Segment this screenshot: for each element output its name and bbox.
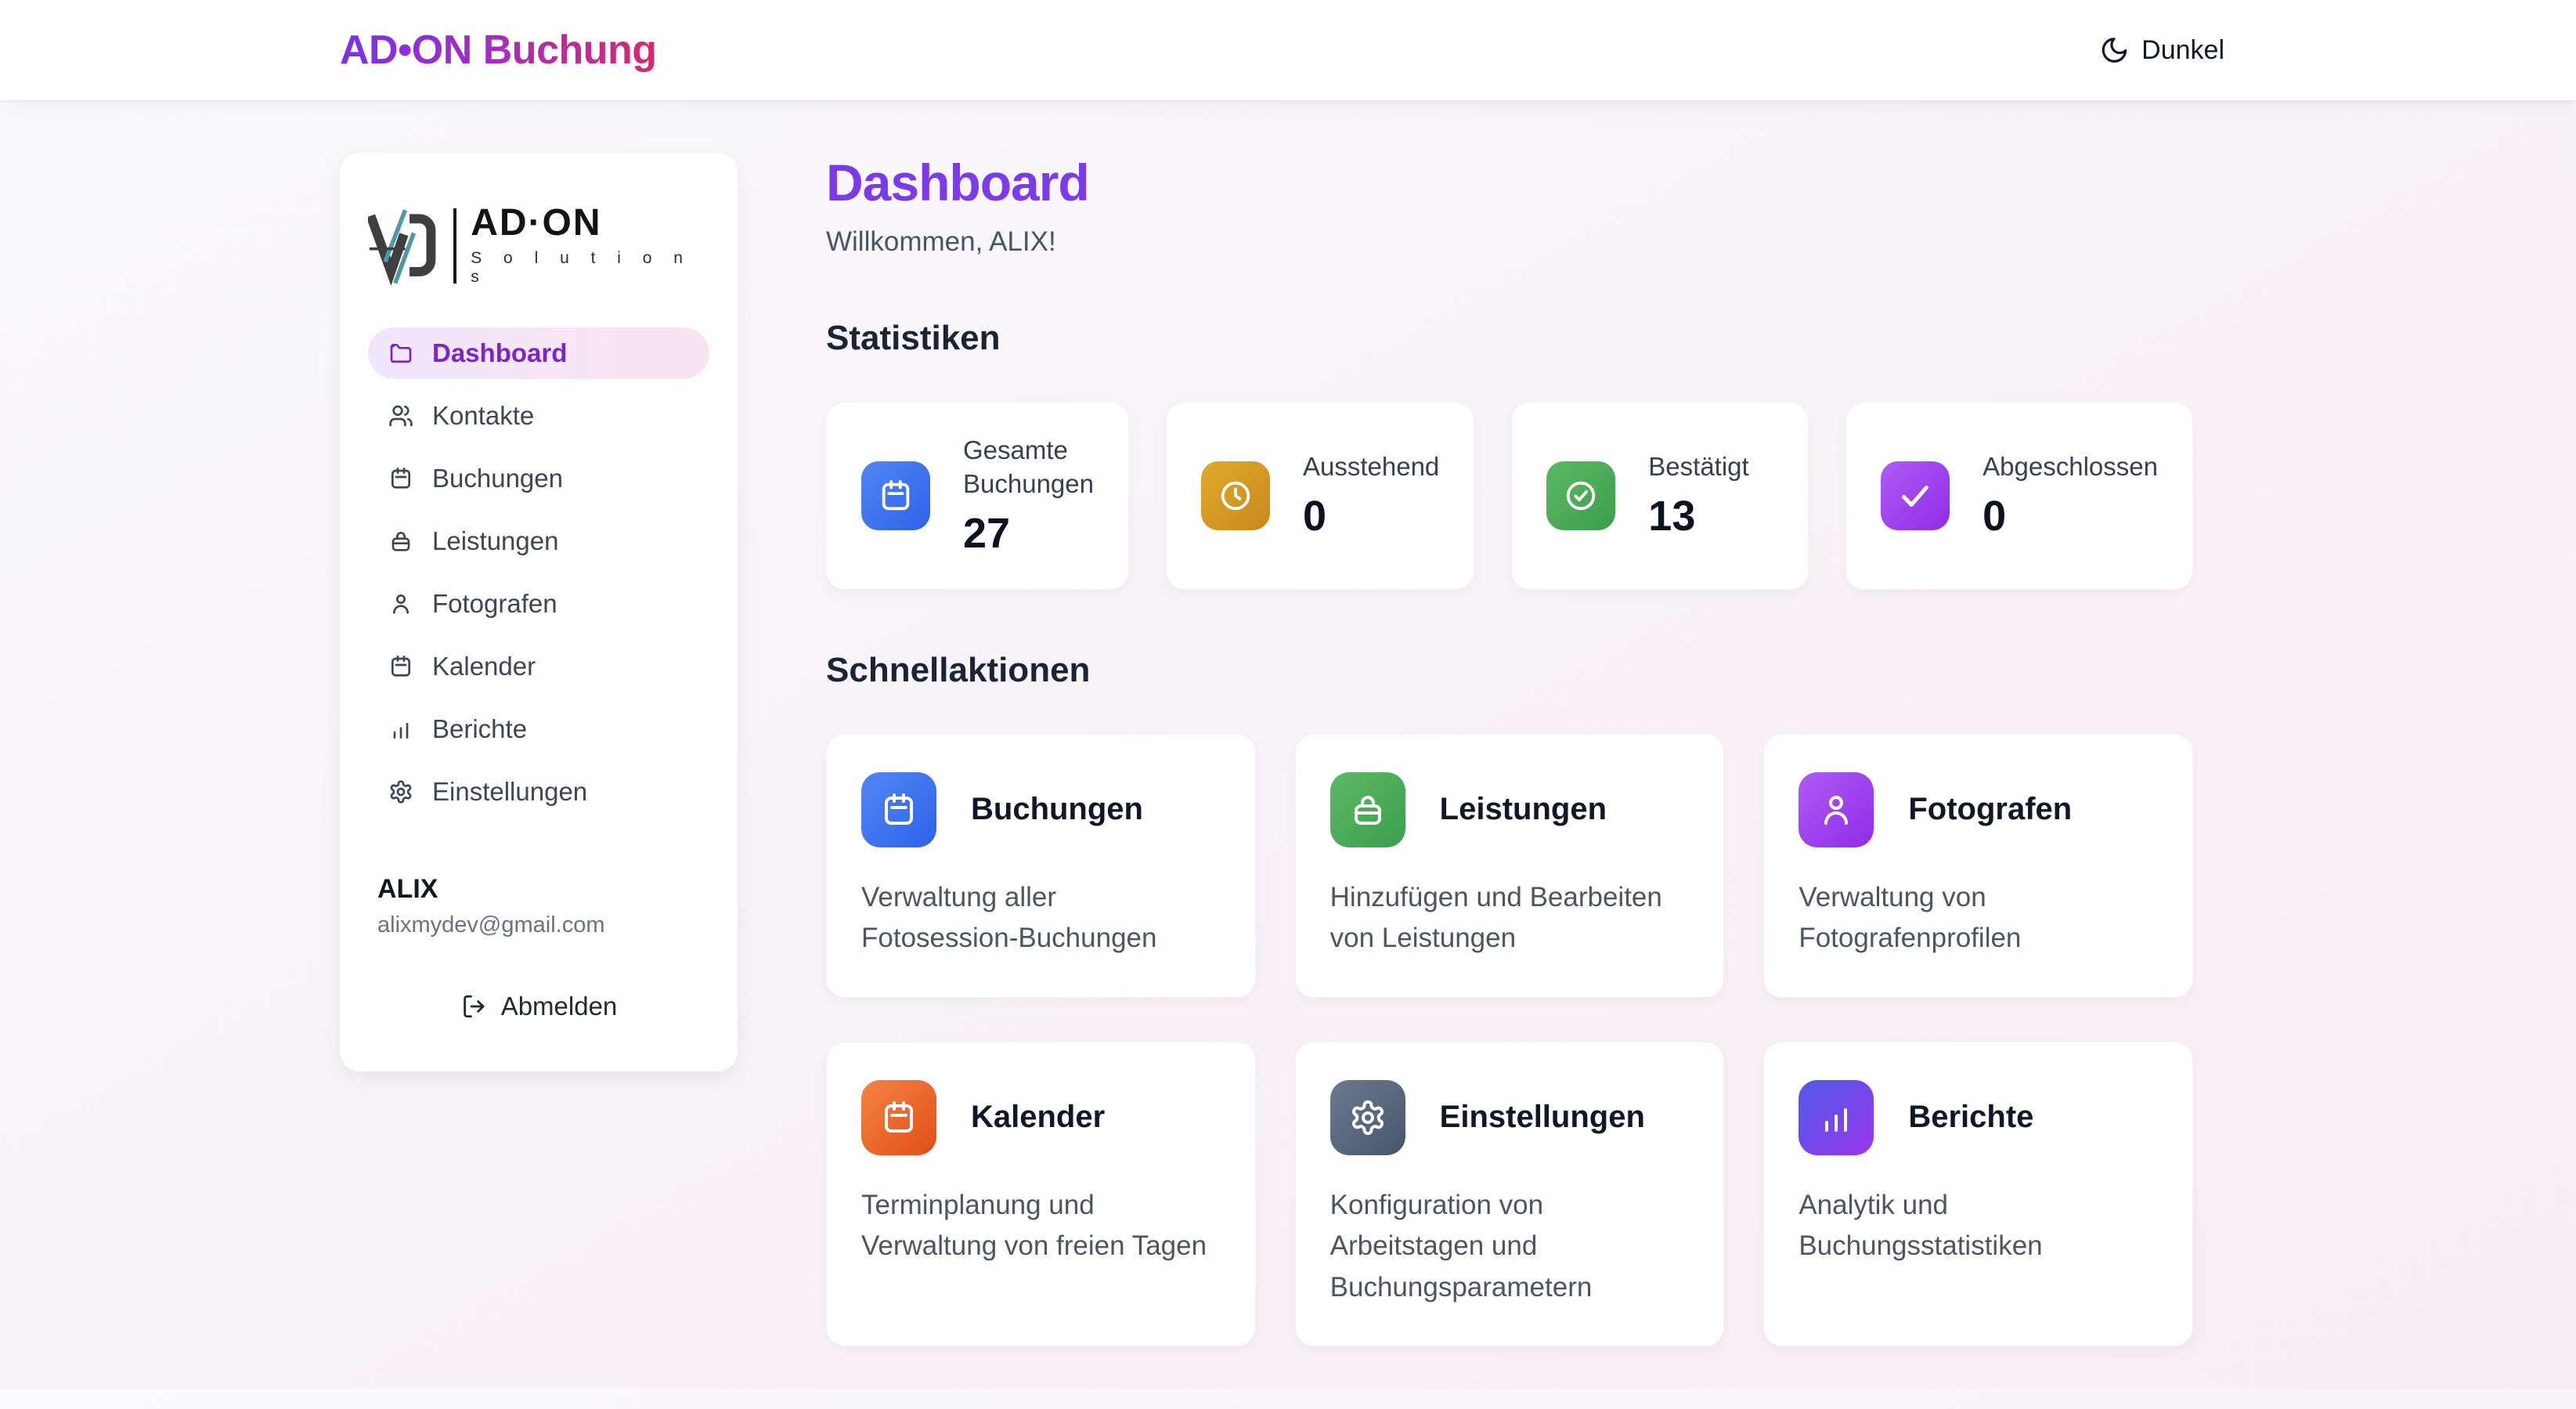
action-card-buchungen[interactable]: Buchungen Verwaltung aller Fotosession-B… [826,733,1256,998]
vd-monogram-icon [368,208,436,286]
stats-heading: Statistiken [826,319,1001,357]
sidebar-item-label: Buchungen [432,464,563,493]
user-icon [388,591,413,616]
stat-value: 0 [1302,493,1327,540]
logout-button[interactable]: Abmelden [460,992,618,1021]
user-info: ALIX alixmydev@gmail.com [368,874,709,938]
sidebar-item-fotografen[interactable]: Fotografen [368,578,709,630]
bar-chart-icon [1799,1079,1874,1155]
main-content: Dashboard Willkommen, ALIX! Statistiken … [826,153,2193,1409]
calendar-icon [388,466,413,491]
action-title: Leistungen [1439,792,1607,827]
calendar-icon [861,461,930,530]
briefcase-icon [1329,771,1405,847]
stat-label: Abgeschlossen [1983,452,2158,482]
stat-value: 0 [1983,493,2007,540]
sidebar-item-kalender[interactable]: Kalender [368,641,709,692]
stat-value: 13 [1648,493,1696,540]
action-title: Einstellungen [1439,1100,1645,1135]
check-icon [1881,461,1950,530]
action-description: Verwaltung aller Fotosession-Buchungen [861,881,1157,954]
actions-heading: Schnellaktionen [826,650,1091,689]
user-name: ALIX [377,874,438,904]
gear-icon [1329,1079,1405,1155]
action-title: Buchungen [971,792,1143,827]
sidebar-item-label: Berichte [432,714,528,743]
sidebar-item-label: Einstellungen [432,777,588,806]
bar-chart-icon [388,717,413,742]
calendar-icon [861,771,936,847]
action-card-leistungen[interactable]: Leistungen Hinzufügen und Bearbeiten von… [1294,733,1725,998]
action-card-einstellungen[interactable]: Einstellungen Konfiguration von Arbeitst… [1294,1041,1725,1347]
user-email: alixmydev@gmail.com [377,912,605,938]
actions-grid: Buchungen Verwaltung aller Fotosession-B… [826,733,2193,1347]
stat-label: Bestätigt [1648,452,1749,482]
calendar-icon [388,654,413,679]
app-brand[interactable]: AD•ON Buchung [340,27,657,73]
sidebar-item-einstellungen[interactable]: Einstellungen [368,766,709,818]
calendar-icon [861,1079,936,1155]
action-title: Kalender [971,1100,1106,1135]
sidebar-item-kontakte[interactable]: Kontakte [368,390,709,442]
moon-icon [2099,35,2129,65]
stat-value: 27 [963,509,1011,557]
theme-toggle-label: Dunkel [2141,34,2224,65]
sidebar-item-buchungen[interactable]: Buchungen [368,453,709,504]
sidebar-item-label: Dashboard [432,338,568,367]
user-icon [1799,771,1874,847]
page-layout: AD·ON S o l u t i o n s Dashboard Kontak… [0,100,2576,1409]
briefcase-icon [388,529,413,554]
sidebar-nav: Dashboard Kontakte Buchungen Leistungen … [368,327,709,818]
check-circle-icon [1546,461,1616,530]
action-description: Konfiguration von Arbeitstagen und Buchu… [1329,1189,1593,1302]
logo-subtitle: S o l u t i o n s [471,249,691,286]
stat-card-ausstehend: Ausstehend 0 [1165,402,1475,590]
logo-name: AD·ON [471,202,602,244]
action-card-kalender[interactable]: Kalender Terminplanung und Verwaltung vo… [826,1041,1256,1347]
stat-card-gesamte-buchungen: Gesamte Buchungen 27 [826,402,1129,590]
action-description: Analytik und Buchungsstatistiken [1799,1189,2043,1262]
clock-icon [1200,461,1270,530]
logo-divider [453,208,457,284]
sidebar-item-label: Kalender [432,652,536,681]
action-description: Verwaltung von Fotografenprofilen [1799,881,2022,954]
sidebar-item-label: Kontakte [432,401,535,430]
action-card-berichte[interactable]: Berichte Analytik und Buchungsstatistike… [1763,1041,2193,1347]
folder-icon [388,341,413,366]
top-header: AD•ON Buchung Dunkel [0,0,2576,100]
logout-icon [460,993,487,1020]
sidebar-item-label: Fotografen [432,589,557,618]
sidebar-item-leistungen[interactable]: Leistungen [368,515,709,567]
theme-toggle-button[interactable]: Dunkel [2099,35,2224,66]
stat-card-best-tigt: Bestätigt 13 [1511,402,1809,590]
sidebar-item-dashboard[interactable]: Dashboard [368,327,709,379]
stat-card-abgeschlossen: Abgeschlossen 0 [1845,402,2193,590]
action-title: Berichte [1908,1100,2034,1135]
sidebar: AD·ON S o l u t i o n s Dashboard Kontak… [340,153,738,1071]
action-card-fotografen[interactable]: Fotografen Verwaltung von Fotografenprof… [1763,733,2193,998]
logout-label: Abmelden [500,992,618,1021]
welcome-text: Willkommen, ALIX! [826,226,1056,257]
page-title: Dashboard [826,154,1090,211]
sidebar-item-label: Leistungen [432,526,559,555]
company-logo: AD·ON S o l u t i o n s [368,204,709,287]
sidebar-item-berichte[interactable]: Berichte [368,703,709,755]
stats-grid: Gesamte Buchungen 27 Ausstehend 0 Bestät… [826,402,2193,590]
action-description: Hinzufügen und Bearbeiten von Leistungen [1329,881,1662,954]
users-icon [388,403,413,428]
gear-icon [388,779,413,804]
action-title: Fotografen [1908,792,2073,827]
action-description: Terminplanung und Verwaltung von freien … [861,1189,1207,1262]
stat-label: Gesamte Buchungen [963,435,1094,498]
stat-label: Ausstehend [1302,452,1440,482]
